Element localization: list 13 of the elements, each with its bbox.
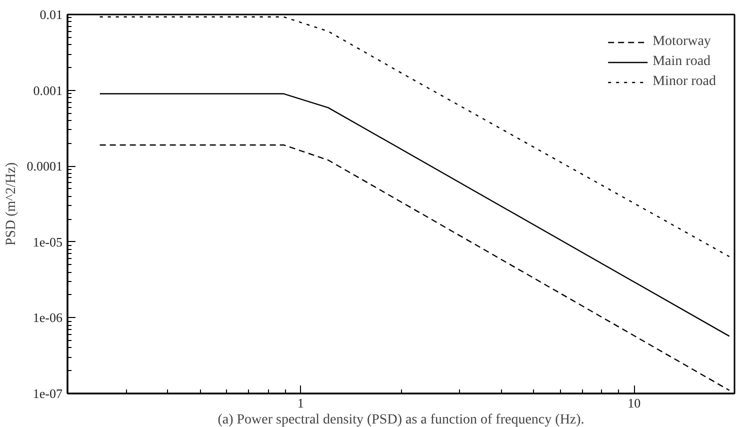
- y-tick-label: 0.0001: [26, 158, 62, 174]
- legend-label: Main road: [652, 54, 711, 70]
- y-tick-label: 0.01: [40, 7, 62, 22]
- text: (a) Power spectral density (PSD) as a function of frequency (Hz).: [218, 412, 584, 427]
- y-tick-label: 1e-07: [32, 386, 63, 401]
- y-tick-label: 1e-06: [32, 310, 63, 326]
- y-axis-title: PSD (m^2/Hz): [4, 162, 19, 246]
- legend-label: Minor road: [652, 74, 716, 90]
- legend-label: Motorway: [652, 34, 711, 50]
- x-tick-label: 10: [628, 396, 641, 410]
- y-tick-label: 0.001: [33, 82, 62, 98]
- y-tick-label: 1e-05: [32, 234, 63, 250]
- x-tick-label: 1: [297, 396, 304, 410]
